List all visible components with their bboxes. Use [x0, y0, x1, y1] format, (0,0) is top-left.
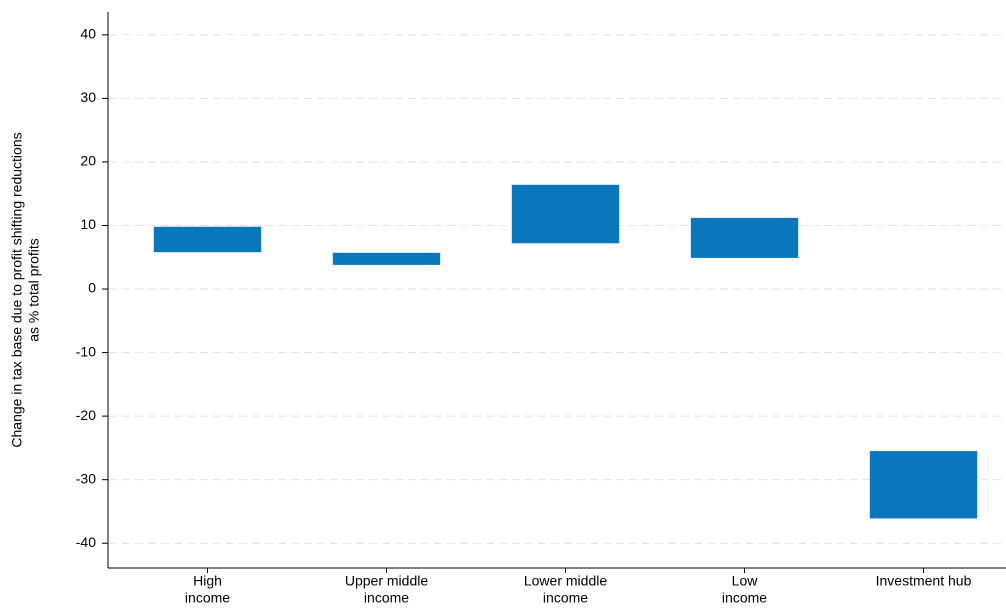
y-tick-label: -40 [76, 534, 96, 550]
y-tick-label: 30 [80, 89, 96, 105]
x-tick-label: income [364, 590, 409, 606]
y-tick-label: -30 [76, 470, 96, 486]
bar [869, 451, 978, 519]
bar [690, 217, 799, 258]
y-tick-label: 40 [80, 26, 96, 42]
bar [153, 226, 262, 253]
x-tick-label: Low [732, 573, 759, 589]
x-tick-label: Lower middle [524, 573, 607, 589]
x-tick-label: High [193, 573, 222, 589]
y-tick-label: 20 [80, 153, 96, 169]
bar [511, 184, 620, 244]
y-axis-label: Change in tax base due to profit shiftin… [9, 132, 25, 447]
x-tick-label: income [543, 590, 588, 606]
x-tick-label: Investment hub [876, 573, 972, 589]
x-tick-label: Upper middle [345, 573, 428, 589]
y-tick-label: 0 [88, 280, 96, 296]
x-tick-label: income [185, 590, 230, 606]
y-tick-label: -10 [76, 343, 96, 359]
bar [332, 252, 441, 265]
y-tick-label: 10 [80, 216, 96, 232]
x-tick-label: income [722, 590, 767, 606]
y-axis-label: as % total profits [26, 238, 42, 342]
y-tick-label: -20 [76, 407, 96, 423]
